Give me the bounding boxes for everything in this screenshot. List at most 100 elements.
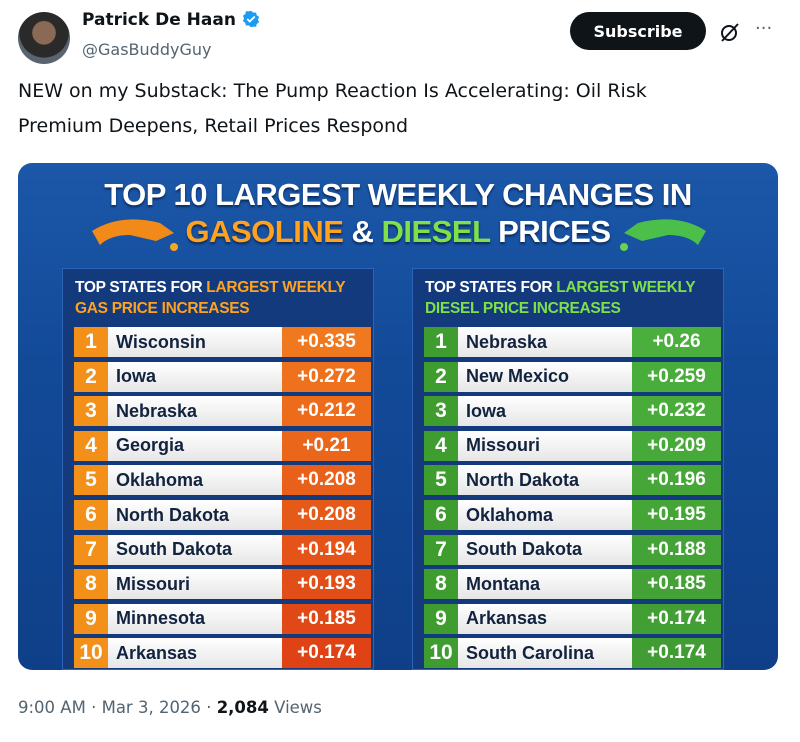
price-change: +0.21: [282, 430, 371, 461]
price-change: +0.232: [632, 396, 721, 427]
rank: 2: [424, 361, 458, 392]
table-header: DIESEL PRICE INCREASES: [425, 300, 621, 317]
rank: 10: [424, 638, 458, 669]
views-count: 2,084: [216, 698, 269, 717]
post-text: NEW on my Substack: The Pump Reaction Is…: [18, 80, 647, 102]
verified-badge: [242, 10, 259, 28]
table-row: 6 Oklahoma +0.195: [424, 500, 721, 530]
rank: 4: [424, 430, 458, 461]
table-row: 3 Nebraska +0.212: [74, 396, 371, 427]
rank: 8: [424, 569, 458, 600]
rank: 2: [74, 361, 108, 392]
title-amp: &: [351, 214, 374, 249]
views-label: Views: [274, 698, 322, 717]
table-row: 8 Missouri +0.193: [74, 569, 371, 600]
state: Montana: [458, 569, 632, 600]
table-row: 4 Missouri +0.209: [424, 430, 721, 461]
state: Nebraska: [108, 396, 282, 427]
title-diesel: DIESEL: [381, 214, 491, 249]
table-row: 8 Montana +0.185: [424, 569, 721, 600]
title-gas: GASOLINE: [185, 214, 344, 249]
date[interactable]: Mar 3, 2026: [101, 698, 201, 717]
price-change: +0.174: [632, 603, 721, 634]
gas-nozzle: [92, 219, 178, 251]
state: Wisconsin: [108, 327, 282, 357]
table-row: 1 Nebraska +0.26: [424, 327, 721, 357]
state: Missouri: [108, 569, 282, 600]
price-change: +0.26: [632, 327, 721, 357]
state: Georgia: [108, 430, 282, 461]
price-change: +0.208: [282, 500, 371, 530]
table-row: 7 South Dakota +0.194: [74, 534, 371, 565]
state: Arkansas: [108, 638, 282, 669]
state: Oklahoma: [458, 500, 632, 530]
rank: 7: [424, 534, 458, 565]
table-row: 4 Georgia +0.21: [74, 430, 371, 461]
rank: 8: [74, 569, 108, 600]
price-change: +0.185: [282, 603, 371, 634]
rank: 6: [74, 500, 108, 530]
rank: 5: [424, 465, 458, 496]
state: South Carolina: [458, 638, 632, 669]
price-change: +0.188: [632, 534, 721, 565]
price-change: +0.272: [282, 361, 371, 392]
table-row: 3 Iowa +0.232: [424, 396, 721, 427]
price-change: +0.209: [632, 430, 721, 461]
separator: ·: [91, 698, 97, 717]
separator: ·: [206, 698, 212, 717]
post-text: Premium Deepens, Retail Prices Respond: [18, 115, 409, 137]
title-line: GASOLINE & DIESEL PRICES: [18, 214, 778, 250]
price-change: +0.335: [282, 327, 371, 357]
author-text[interactable]: Patrick De Haan: [82, 10, 236, 30]
rank: 1: [74, 327, 108, 357]
table-row: 10 South Carolina +0.174: [424, 638, 721, 669]
price-change: +0.174: [282, 638, 371, 669]
state: Iowa: [458, 396, 632, 427]
state: North Dakota: [458, 465, 632, 496]
author-name[interactable]: Patrick De Haan: [82, 10, 260, 30]
more-button[interactable]: ···: [755, 18, 773, 39]
state: South Dakota: [458, 534, 632, 565]
state: Missouri: [458, 430, 632, 461]
title-line: TOP 10 LARGEST WEEKLY CHANGES IN: [104, 177, 692, 212]
state: Oklahoma: [108, 465, 282, 496]
state: Arkansas: [458, 603, 632, 634]
price-change: +0.208: [282, 465, 371, 496]
handle[interactable]: @GasBuddyGuy: [82, 40, 212, 59]
avatar[interactable]: [18, 12, 70, 64]
price-change: +0.194: [282, 534, 371, 565]
price-change: +0.259: [632, 361, 721, 392]
state: New Mexico: [458, 361, 632, 392]
rank: 1: [424, 327, 458, 357]
rank: 5: [74, 465, 108, 496]
table-row: 10 Arkansas +0.174: [74, 638, 371, 669]
state: Nebraska: [458, 327, 632, 357]
table-row: 1 Wisconsin +0.335: [74, 327, 371, 357]
table-panel: TOP STATES FOR LARGEST WEEKLY DIESEL PRIC…: [412, 268, 724, 670]
rank: 9: [74, 603, 108, 634]
table-row: 9 Arkansas +0.174: [424, 603, 721, 634]
table-header: TOP STATES FOR LARGEST WEEKLY: [75, 279, 346, 297]
grok-icon[interactable]: [718, 20, 742, 44]
subscribe-button[interactable]: Subscribe: [570, 12, 706, 50]
table-row: 5 Oklahoma +0.208: [74, 465, 371, 496]
state: Iowa: [108, 361, 282, 392]
table-header: TOP STATES FOR LARGEST WEEKLY: [425, 279, 696, 297]
header-highlight: LARGEST WEEKLY: [206, 279, 346, 296]
rank: 3: [74, 396, 108, 427]
rank: 3: [424, 396, 458, 427]
table-row: 5 North Dakota +0.196: [424, 465, 721, 496]
rank: 7: [74, 534, 108, 565]
rank: 10: [74, 638, 108, 669]
rank: 4: [74, 430, 108, 461]
price-change: +0.195: [632, 500, 721, 530]
price-change: +0.193: [282, 569, 371, 600]
rank: 6: [424, 500, 458, 530]
rank: 9: [424, 603, 458, 634]
table-row: 9 Minnesota +0.185: [74, 603, 371, 634]
time[interactable]: 9:00 AM: [18, 698, 86, 717]
header-prefix: TOP STATES FOR: [75, 279, 203, 296]
header-prefix: TOP STATES FOR: [425, 279, 553, 296]
infographic[interactable]: TOP 10 LARGEST WEEKLY CHANGES IN GASOLIN…: [18, 163, 778, 670]
